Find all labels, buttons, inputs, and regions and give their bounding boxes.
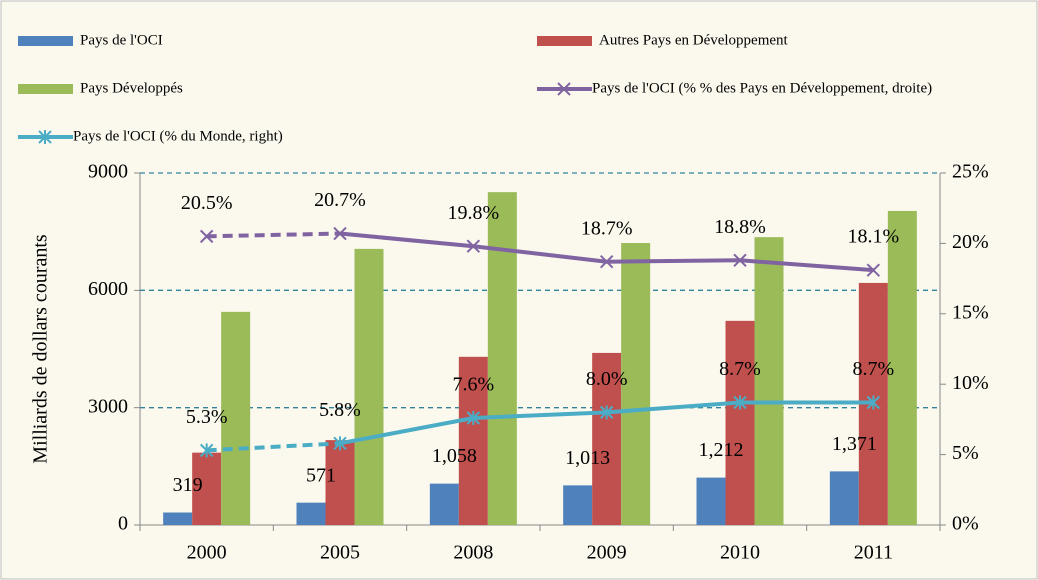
bar xyxy=(563,485,593,525)
data-label: 18.1% xyxy=(847,226,899,248)
x-tick-label: 2008 xyxy=(453,542,493,564)
data-label: 8.0% xyxy=(586,368,628,390)
legend-marker xyxy=(38,130,52,144)
bar xyxy=(696,477,726,525)
bar xyxy=(754,237,784,526)
x-tick-label: 2011 xyxy=(854,542,893,564)
data-label: 571 xyxy=(306,464,336,486)
data-label: 1,013 xyxy=(565,447,610,469)
y-tick-label: 3000 xyxy=(88,395,128,417)
bar xyxy=(192,452,222,525)
bar xyxy=(354,248,384,525)
line-marker xyxy=(466,410,481,425)
data-label: 5.3% xyxy=(186,406,228,428)
line-marker xyxy=(333,226,347,241)
bar xyxy=(592,352,622,525)
y2-tick-label: 25% xyxy=(952,161,989,183)
y2-tick-label: 10% xyxy=(952,372,989,394)
line-marker xyxy=(599,405,614,420)
line-marker xyxy=(466,239,481,253)
data-label: 319 xyxy=(173,474,203,496)
legend-label: Autres Pays en Développement xyxy=(599,32,789,48)
y2-tick-label: 15% xyxy=(952,301,989,323)
bar xyxy=(429,483,459,525)
legend-label: Pays de l'OCI (% % des Pays en Développe… xyxy=(592,80,932,96)
line-marker xyxy=(199,443,214,458)
bar xyxy=(296,502,326,525)
y-tick-label: 9000 xyxy=(88,161,128,183)
bar xyxy=(621,243,651,525)
data-label: 5.8% xyxy=(319,399,361,421)
x-tick-label: 2005 xyxy=(320,542,360,564)
line-marker xyxy=(333,436,347,451)
y2-tick-label: 5% xyxy=(952,442,979,464)
data-label: 18.7% xyxy=(581,217,633,239)
y2-tick-label: 20% xyxy=(952,231,989,253)
legend-label: Pays de l'OCI xyxy=(80,32,163,48)
x-tick-label: 2000 xyxy=(187,542,227,564)
legend-label: Pays de l'OCI (% du Monde, right) xyxy=(73,128,283,144)
data-label: 1,212 xyxy=(699,439,744,461)
y-tick-label: 6000 xyxy=(88,278,128,300)
data-label: 18.8% xyxy=(714,216,766,238)
line-marker xyxy=(733,395,747,410)
y2-tick-label: 0% xyxy=(952,513,979,535)
line-marker xyxy=(866,263,881,277)
legend-label: Pays Développés xyxy=(80,80,183,96)
bar xyxy=(458,356,488,525)
data-label: 20.5% xyxy=(181,192,233,214)
line-marker xyxy=(866,395,881,410)
line-marker xyxy=(599,254,614,269)
data-label: 7.6% xyxy=(452,374,494,396)
data-label: 8.7% xyxy=(852,358,894,380)
bar xyxy=(325,440,355,525)
legend-swatch xyxy=(18,84,73,94)
data-label: 1,371 xyxy=(832,433,877,455)
bar xyxy=(829,471,859,525)
x-tick-label: 2009 xyxy=(587,542,627,564)
data-label: 1,058 xyxy=(432,445,477,467)
legend-marker xyxy=(557,82,571,96)
bar xyxy=(487,192,517,526)
line-marker xyxy=(199,229,214,244)
y-axis-label: Milliards de dollars courants xyxy=(30,234,52,464)
legend-swatch xyxy=(537,36,592,46)
bar xyxy=(221,311,251,525)
line-dashed xyxy=(206,441,341,453)
bar xyxy=(725,320,755,525)
line-marker xyxy=(733,253,747,268)
legend-swatch xyxy=(18,36,73,46)
x-tick-label: 2010 xyxy=(720,542,760,564)
y-tick-label: 0 xyxy=(118,513,128,535)
data-label: 20.7% xyxy=(314,189,366,211)
bar xyxy=(887,210,917,525)
data-label: 19.8% xyxy=(447,202,499,224)
data-label: 8.7% xyxy=(719,358,761,380)
line-dashed xyxy=(206,231,341,239)
bar xyxy=(163,512,193,525)
